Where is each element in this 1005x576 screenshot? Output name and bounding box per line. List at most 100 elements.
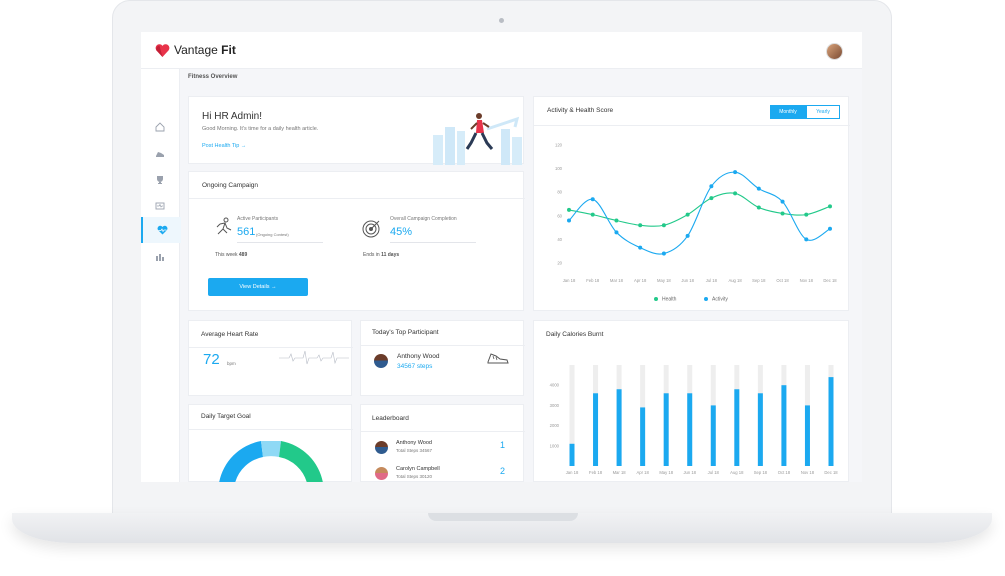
daily-calories-card: Daily Calories Burnt 1000 2000 3000 4000 Jan… — [533, 320, 849, 482]
x-tick-label: Jul 18 — [708, 470, 720, 475]
x-tick-label: Dec 18 — [824, 470, 838, 475]
x-tick-label: Feb 18 — [586, 278, 600, 283]
tab-monthly[interactable]: Monthly — [770, 105, 806, 119]
user-avatar[interactable] — [826, 43, 843, 60]
data-point-activity — [614, 230, 619, 235]
daily-goal-donut-chart — [219, 441, 323, 482]
y-tick-label: 1000 — [550, 443, 560, 448]
avatar — [375, 467, 388, 480]
ends-in-label: Ends in — [363, 252, 380, 258]
data-point-health — [567, 207, 571, 212]
active-participants-note: (Ongoing Contest) — [256, 232, 289, 237]
y-tick-label: 3000 — [550, 403, 560, 408]
x-tick-label: Oct 18 — [778, 470, 791, 475]
x-tick-label: Sep 18 — [752, 278, 766, 283]
bar — [593, 393, 599, 466]
bar — [687, 393, 693, 466]
y-tick-label: 2000 — [550, 423, 560, 428]
x-tick-label: Jun 18 — [681, 278, 694, 283]
sneaker-icon — [487, 353, 509, 364]
brand-logo[interactable]: Vantage Fit — [155, 43, 236, 57]
x-tick-label: Jan 18 — [566, 470, 579, 475]
sidebar-item-challenges[interactable] — [141, 168, 179, 192]
data-point-activity — [590, 197, 595, 202]
bar — [569, 443, 575, 466]
x-tick-label: Jul 18 — [706, 278, 718, 283]
this-week-label: This week — [215, 252, 238, 258]
x-tick-label: May 18 — [659, 470, 673, 475]
this-week-stat: This week 489 — [215, 252, 247, 258]
legend-marker-activity — [704, 297, 708, 301]
avatar[interactable] — [374, 354, 388, 368]
donut-segment-blue — [219, 441, 263, 482]
post-health-tip-link[interactable]: Post Health Tip → — [202, 143, 246, 149]
calories-bar-chart: 1000 2000 3000 4000 Jan 18 Feb 18 Mar 18 Apr 18… — [550, 365, 838, 475]
x-tick-label: Dec 18 — [823, 278, 837, 283]
y-tick-label: 40 — [557, 237, 562, 242]
target-icon — [362, 220, 380, 238]
data-point-activity — [756, 186, 761, 191]
arrow-right-icon: → — [240, 143, 247, 149]
top-bar: Vantage Fit — [141, 32, 862, 69]
daily-goal-title: Daily Target Goal — [201, 413, 251, 420]
bar-background — [569, 365, 575, 466]
leaderboard-steps: Total Steps 30120 — [396, 474, 433, 479]
sidebar-item-reports[interactable] — [141, 245, 179, 269]
x-tick-label: Mar 18 — [613, 470, 627, 475]
data-point-health — [638, 223, 643, 228]
breadcrumb: Fitness Overview — [188, 74, 238, 80]
data-point-health — [614, 218, 619, 223]
heart-rate-value: 72 — [203, 351, 220, 368]
data-point-health — [685, 212, 690, 217]
x-tick-label: Sep 18 — [754, 470, 768, 475]
bar — [663, 393, 669, 466]
x-tick-label: Jan 18 — [563, 278, 576, 283]
list-item[interactable]: Carolyn Campbell Total Steps 30120 2 — [361, 463, 525, 482]
x-tick-label: Nov 18 — [800, 278, 814, 283]
heart-logo-icon — [155, 43, 170, 57]
brand-name-bold: Fit — [221, 43, 236, 57]
sidebar-item-home[interactable] — [141, 115, 179, 139]
divider — [361, 345, 525, 346]
tab-yearly[interactable]: Yearly — [806, 105, 840, 119]
leaderboard-rank: 2 — [500, 466, 506, 476]
average-heart-rate-card: Average Heart Rate 72 bpm — [188, 320, 353, 396]
divider — [189, 429, 353, 430]
heart-rate-unit: bpm — [227, 361, 236, 366]
bar-chart-icon — [156, 254, 164, 261]
bar — [828, 377, 834, 466]
brand-name: Vantage Fit — [174, 43, 236, 57]
top-participant-card: Today's Top Participant Anthony Wood 345… — [360, 320, 525, 396]
data-point-activity — [567, 218, 571, 223]
donut-segment-light-blue — [261, 441, 281, 457]
leaderboard-card: Leaderboard Anthony Wood Total Steps 345… — [360, 404, 525, 482]
data-point-health — [733, 191, 738, 196]
ongoing-campaign-card: Ongoing Campaign Active Participants 561… — [188, 171, 525, 311]
arrow-right-icon: → — [271, 284, 277, 290]
data-point-activity — [685, 233, 690, 238]
sidebar-item-activity[interactable] — [141, 142, 179, 166]
data-point-activity — [638, 245, 643, 250]
sidebar-item-fitness-overview[interactable] — [141, 217, 181, 243]
divider — [390, 242, 476, 243]
divider — [237, 242, 323, 243]
top-participant-title: Today's Top Participant — [372, 329, 439, 336]
divider — [189, 347, 353, 348]
view-details-button[interactable]: View Details → — [208, 278, 308, 296]
y-tick-label: 100 — [555, 166, 563, 171]
avatar — [375, 441, 388, 454]
legend-marker-health — [654, 297, 658, 301]
ends-in-value: 11 days — [381, 252, 400, 258]
activity-health-line-chart: 20 40 60 80 100 120 Jan 18 Feb 18 Mar 18 Apr 18 Ma… — [555, 143, 837, 303]
leaderboard-rank: 1 — [500, 440, 506, 450]
divider — [534, 125, 850, 126]
trophy-icon — [157, 176, 163, 184]
legend-label-activity: Activity — [712, 297, 728, 303]
bar — [616, 389, 622, 466]
data-point-health — [756, 205, 761, 210]
daily-target-goal-card: Daily Target Goal — [188, 404, 353, 482]
ends-in-stat: Ends in 11 days — [363, 252, 399, 258]
sidebar-item-health[interactable] — [141, 194, 179, 218]
data-point-health — [804, 212, 809, 217]
list-item[interactable]: Anthony Wood Total Steps 34567 1 — [361, 437, 525, 459]
